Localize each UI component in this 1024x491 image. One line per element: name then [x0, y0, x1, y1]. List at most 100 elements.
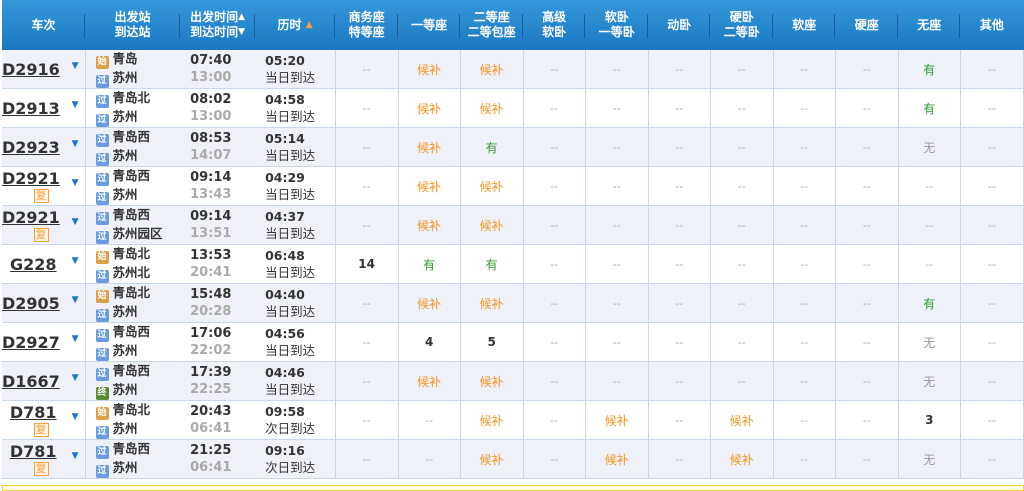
train-number-link[interactable]: D1667	[2, 371, 60, 391]
seat-availability[interactable]: 候补	[417, 179, 442, 194]
seat-availability: --	[800, 102, 809, 116]
seat-availability[interactable]: 候补	[479, 101, 504, 116]
pass-station-icon: 过	[95, 329, 109, 343]
seat-availability[interactable]: 候补	[729, 413, 754, 428]
seat-cell[interactable]: 候补	[460, 400, 524, 441]
seat-cell[interactable]: 有	[398, 244, 461, 285]
seat-availability[interactable]: 有	[923, 101, 936, 116]
seat-availability[interactable]: 候补	[479, 374, 504, 389]
train-number-link[interactable]: D2923	[2, 137, 60, 157]
seat-availability[interactable]: 候补	[479, 179, 504, 194]
seat-availability[interactable]: 有	[485, 140, 498, 155]
seat-cell[interactable]: 候补	[398, 166, 461, 207]
train-number-link[interactable]: D781	[9, 442, 57, 462]
seat-cell[interactable]: 有	[898, 88, 961, 129]
train-number-link[interactable]: D2927	[2, 332, 60, 352]
seat-cell: --	[835, 283, 899, 324]
seat-cell[interactable]: 候补	[398, 50, 461, 90]
train-number-link[interactable]: G228	[10, 254, 57, 274]
seat-cell: --	[523, 439, 586, 480]
seat-cell[interactable]: 候补	[460, 88, 524, 129]
seat-cell[interactable]: 候补	[460, 50, 524, 90]
seat-cell[interactable]: 候补	[460, 166, 524, 207]
stops-dropdown-icon[interactable]: ▼	[71, 178, 79, 189]
train-row: D2923 ▼ 过青岛西 过苏州 08:53 14:07 05:14 当日到达 -…	[2, 127, 1024, 168]
arrival-time: 13:43	[190, 187, 232, 203]
train-number-link[interactable]: D2921	[2, 208, 60, 228]
header-seat-label: 特等座	[348, 25, 385, 39]
seat-cell[interactable]: 候补	[585, 439, 649, 480]
stops-dropdown-icon[interactable]: ▼	[71, 256, 79, 267]
seat-availability[interactable]: 候补	[479, 218, 504, 233]
seat-cell[interactable]: 候补	[398, 283, 461, 324]
seat-cell[interactable]: 4	[398, 322, 461, 363]
train-number-link[interactable]: D781	[9, 403, 57, 423]
stops-dropdown-icon[interactable]: ▼	[71, 61, 79, 71]
train-number-link[interactable]: D2913	[2, 98, 60, 118]
header-seat-label: 二等卧	[723, 25, 760, 39]
seat-cell[interactable]: 候补	[710, 439, 774, 480]
seat-availability[interactable]: 有	[923, 62, 936, 77]
seat-cell: --	[335, 127, 399, 168]
seat-cell[interactable]: 14	[335, 244, 399, 285]
seat-availability[interactable]: 4	[424, 335, 434, 350]
stops-dropdown-icon[interactable]: ▼	[71, 451, 79, 462]
station-cell: 过青岛北 过苏州	[85, 88, 181, 129]
stops-dropdown-icon[interactable]: ▼	[71, 100, 79, 111]
seat-cell[interactable]: 候补	[460, 361, 524, 402]
header-time-sort[interactable]: 出发时间▲ 到达时间▼	[180, 0, 256, 50]
seat-cell[interactable]: 候补	[460, 205, 524, 246]
seat-availability[interactable]: 候补	[729, 452, 754, 467]
seat-cell[interactable]: 5	[460, 322, 524, 363]
seat-cell[interactable]: 3	[898, 400, 961, 441]
train-row: D1667 ▼ 过青岛西 终苏州 17:39 22:25 04:46 当日到达 -…	[2, 361, 1024, 402]
seat-availability[interactable]: 候补	[604, 413, 629, 428]
seat-cell[interactable]: 有	[460, 127, 524, 168]
seat-cell[interactable]: 有	[898, 283, 961, 324]
seat-availability[interactable]: 有	[923, 296, 936, 311]
seat-availability[interactable]: 5	[487, 335, 496, 350]
stops-dropdown-icon[interactable]: ▼	[71, 139, 79, 150]
seat-cell[interactable]: 有	[898, 50, 961, 90]
seat-availability[interactable]: 14	[358, 257, 375, 272]
seat-cell[interactable]: 候补	[398, 127, 461, 168]
sort-asc-icon[interactable]: ▲	[238, 12, 246, 22]
stops-dropdown-icon[interactable]: ▼	[71, 373, 79, 384]
from-station: 过青岛西	[95, 362, 181, 382]
seat-cell[interactable]: 候补	[398, 88, 461, 129]
seat-availability[interactable]: 候补	[479, 452, 504, 467]
seat-availability[interactable]: 候补	[604, 452, 629, 467]
seat-cell: --	[523, 166, 586, 207]
stops-dropdown-icon[interactable]: ▼	[71, 334, 79, 345]
arrive-day: 当日到达	[265, 265, 316, 281]
seat-cell[interactable]: 候补	[460, 283, 524, 324]
seat-cell[interactable]: 候补	[585, 400, 649, 441]
header-seat-label: 其他	[979, 17, 1004, 32]
seat-availability[interactable]: 候补	[417, 62, 442, 77]
seat-availability[interactable]: 候补	[417, 140, 442, 155]
sort-desc-icon[interactable]: ▼	[238, 27, 246, 37]
seat-availability[interactable]: 候补	[479, 413, 504, 428]
seat-availability[interactable]: 有	[423, 257, 436, 272]
stops-dropdown-icon[interactable]: ▼	[71, 217, 79, 228]
seat-availability[interactable]: 候补	[417, 218, 442, 233]
seat-availability: --	[550, 63, 559, 77]
seat-availability[interactable]: 候补	[479, 296, 504, 311]
header-duration-sort[interactable]: 历时 ▲	[255, 0, 336, 50]
seat-cell[interactable]: 候补	[398, 205, 461, 246]
stops-dropdown-icon[interactable]: ▼	[71, 412, 79, 423]
seat-cell[interactable]: 候补	[398, 361, 461, 402]
seat-availability[interactable]: 候补	[479, 62, 504, 77]
seat-availability[interactable]: 候补	[417, 296, 442, 311]
train-number-link[interactable]: D2916	[2, 59, 60, 79]
train-number-link[interactable]: D2905	[2, 293, 60, 313]
seat-availability[interactable]: 有	[485, 257, 498, 272]
seat-availability[interactable]: 候补	[417, 101, 442, 116]
seat-cell[interactable]: 候补	[710, 400, 774, 441]
train-number-link[interactable]: D2921	[2, 169, 60, 189]
seat-cell[interactable]: 候补	[460, 439, 524, 480]
seat-cell[interactable]: 有	[460, 244, 524, 285]
seat-availability[interactable]: 3	[925, 413, 934, 428]
stops-dropdown-icon[interactable]: ▼	[71, 295, 79, 306]
seat-availability[interactable]: 候补	[417, 374, 442, 389]
